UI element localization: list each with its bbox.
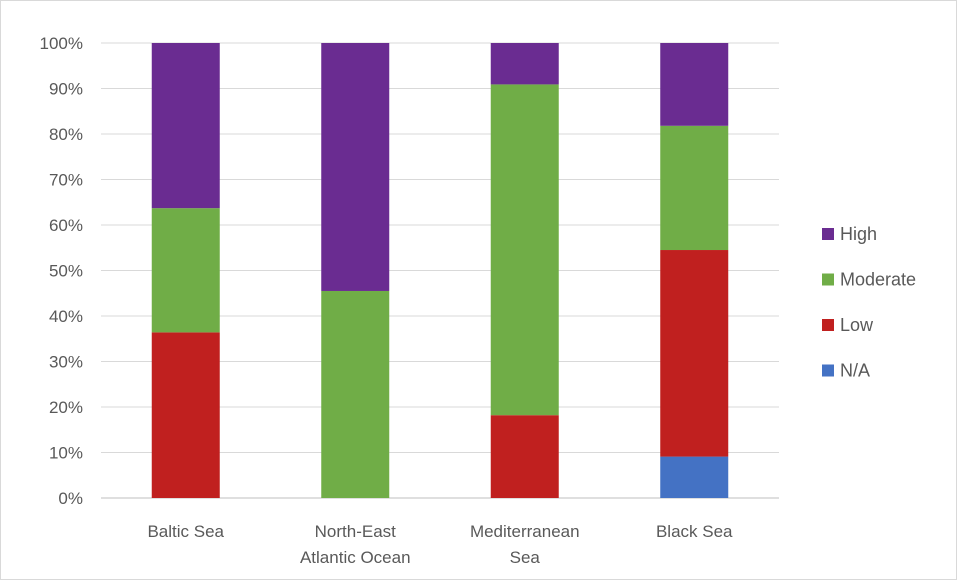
y-tick-label: 30% [49, 353, 83, 372]
bar-segment-high [490, 43, 559, 85]
x-category-label: Black Sea [656, 522, 733, 541]
legend-label: Low [840, 315, 874, 335]
x-category-label: North-East Atlantic Ocean [300, 522, 411, 567]
bar-segment-high [321, 43, 390, 291]
legend-swatch [822, 319, 834, 331]
x-category-label: Mediterranean Sea [470, 522, 580, 567]
bar-segment-low [151, 332, 220, 498]
y-tick-label: 0% [58, 489, 83, 508]
x-category-label: Baltic Sea [147, 522, 224, 541]
bar-segment-moderate [321, 290, 390, 498]
legend-label: N/A [840, 361, 870, 381]
y-tick-label: 20% [49, 398, 83, 417]
bar-segment-high [660, 43, 729, 126]
x-axis: Baltic Sea North-East Atlantic Ocean Medite… [147, 522, 733, 567]
bar-segment-moderate [151, 208, 220, 333]
y-axis: 0% 10% 20% 30% 40% 50% 60% 70% 80% 90% 100% [40, 34, 83, 508]
y-tick-label: 10% [49, 444, 83, 463]
legend: High Moderate Low N/A [822, 224, 916, 381]
legend-swatch [822, 364, 834, 377]
y-tick-label: 70% [49, 171, 83, 190]
legend-label: Moderate [840, 270, 916, 290]
legend-swatch [822, 228, 834, 240]
bar-segment-moderate [660, 125, 729, 251]
bar-segment-low [660, 250, 729, 457]
y-tick-label: 40% [49, 307, 83, 326]
bar-segment-na [660, 456, 729, 498]
y-tick-label: 90% [49, 80, 83, 99]
legend-label: High [840, 224, 877, 244]
bar-segment-moderate [490, 84, 559, 416]
bar-segment-high [151, 43, 220, 209]
bar-segment-low [490, 415, 559, 498]
y-tick-label: 60% [49, 216, 83, 235]
y-tick-label: 80% [49, 125, 83, 144]
y-tick-label: 50% [49, 262, 83, 281]
bars [151, 43, 729, 498]
y-tick-label: 100% [40, 34, 83, 53]
legend-swatch [822, 273, 834, 286]
